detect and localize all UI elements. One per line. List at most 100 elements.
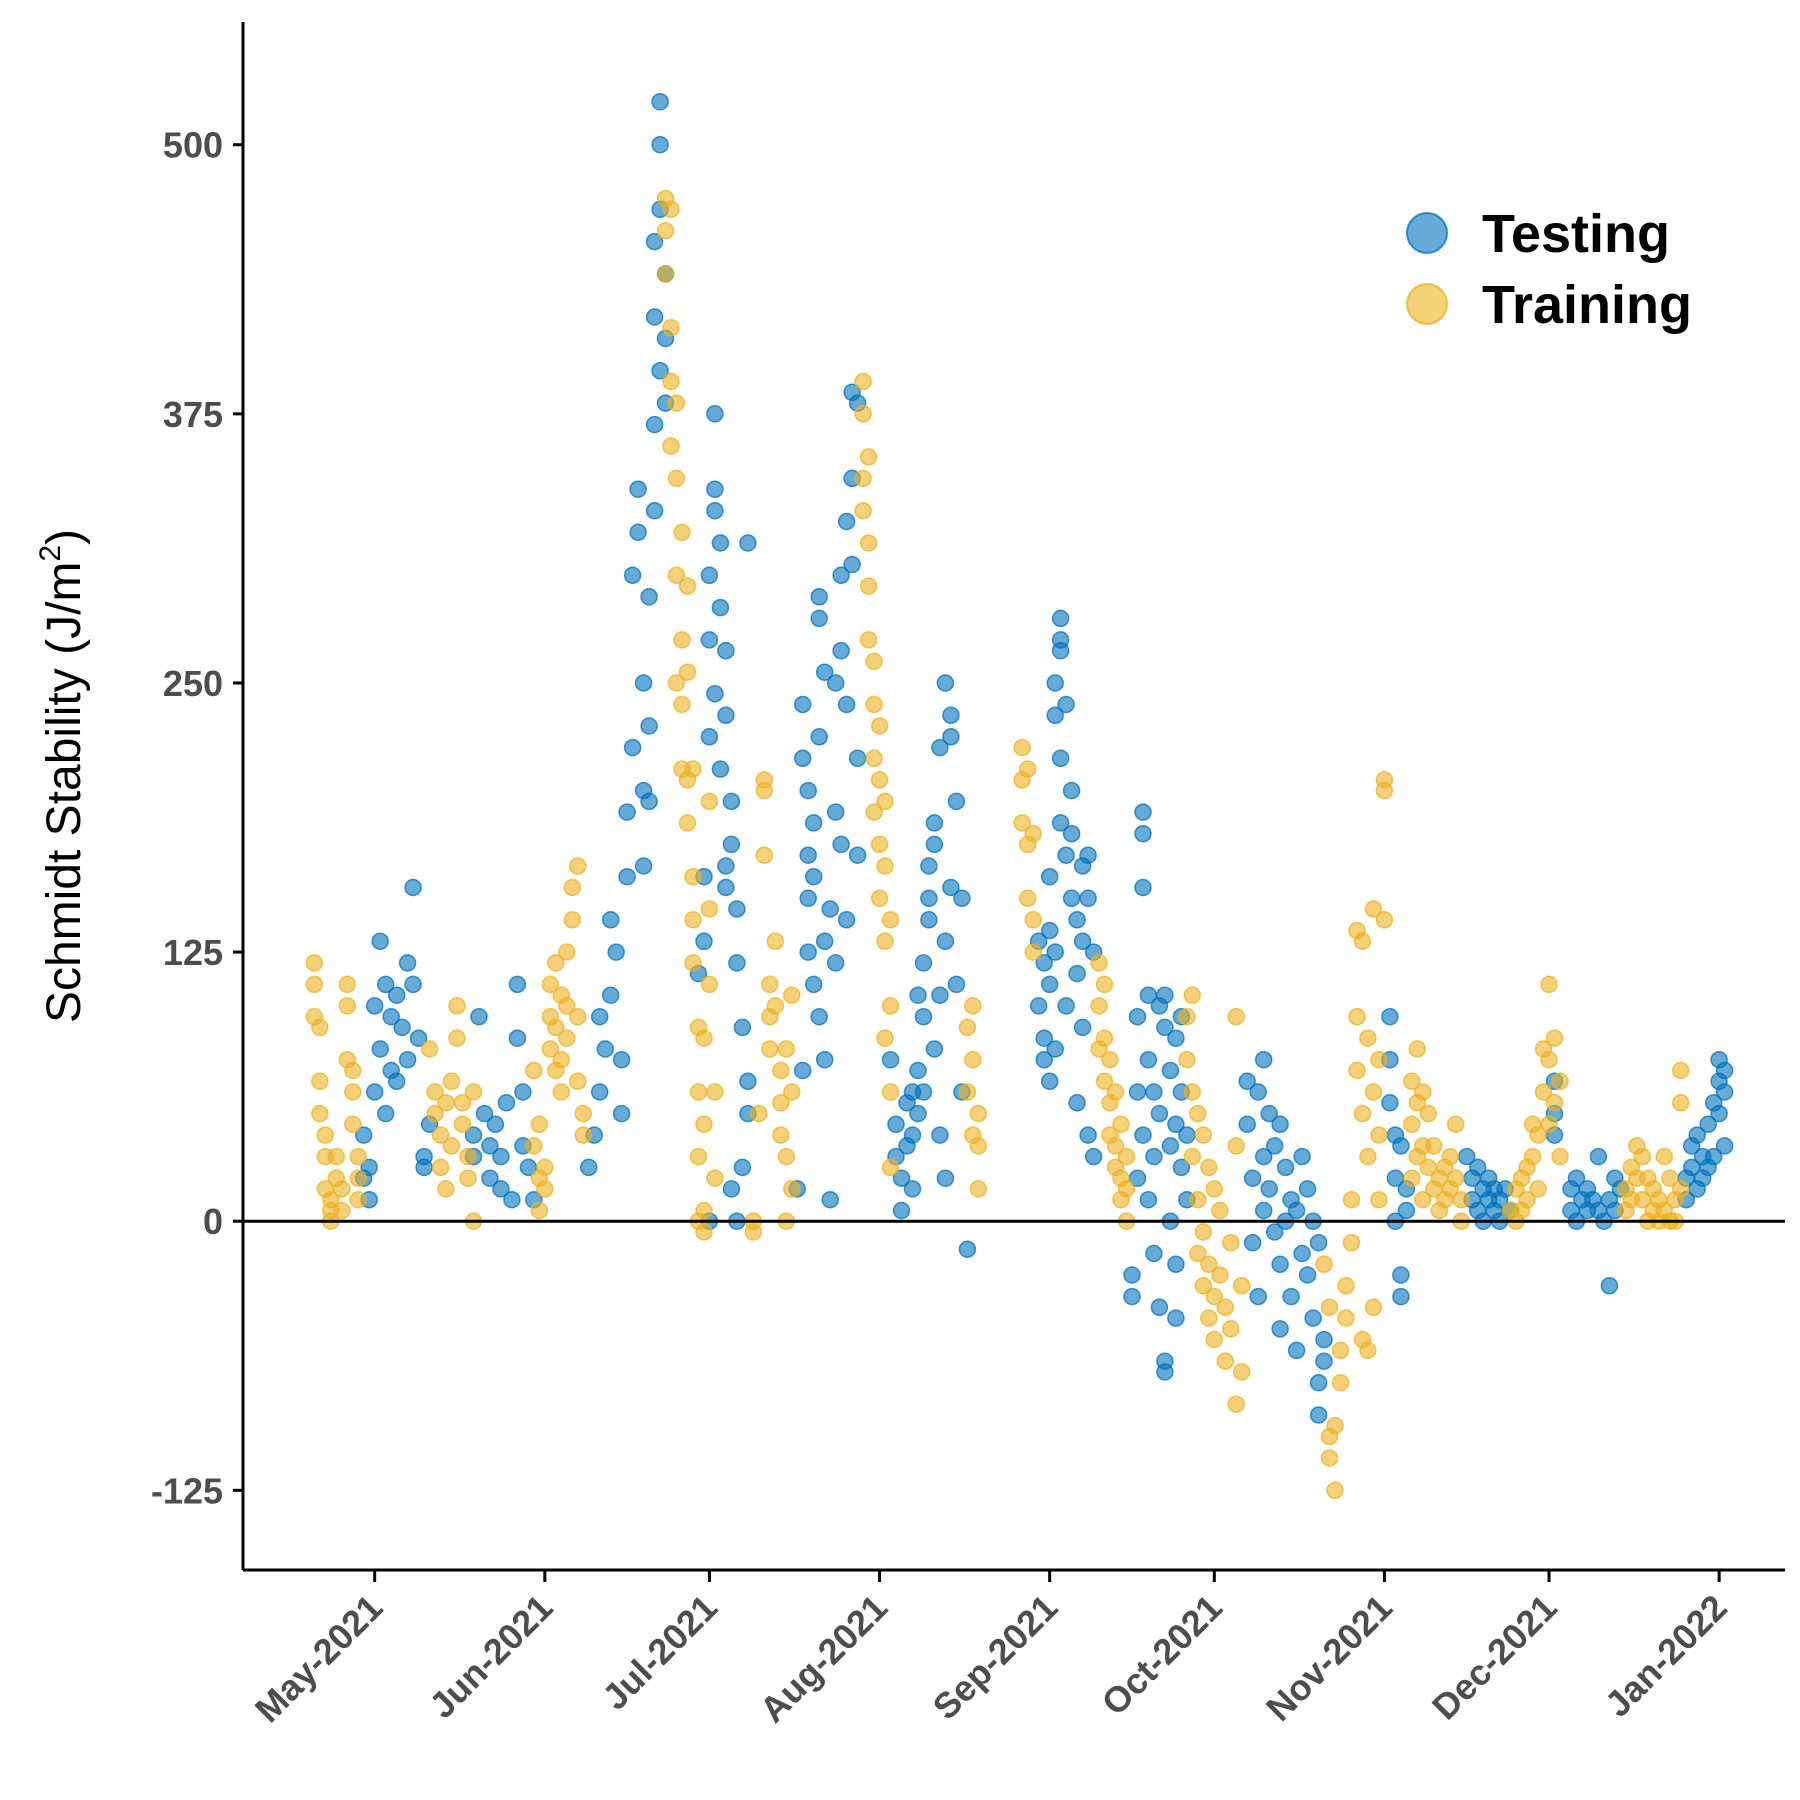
data-point — [1139, 1190, 1158, 1209]
data-point — [629, 480, 647, 498]
data-point — [772, 1061, 790, 1080]
data-point — [1189, 1190, 1207, 1209]
legend: Testing Training — [1406, 204, 1692, 335]
data-point — [311, 1018, 329, 1037]
data-point — [678, 663, 697, 681]
data-point — [1211, 1266, 1229, 1284]
data-point — [1315, 1255, 1333, 1274]
data-point — [799, 846, 817, 864]
data-point — [821, 900, 839, 918]
data-point — [305, 975, 324, 994]
data-point — [1529, 1126, 1547, 1144]
data-point — [541, 975, 560, 994]
data-point — [1156, 986, 1174, 1004]
data-point — [1035, 1029, 1053, 1047]
data-point — [1046, 706, 1064, 725]
data-point — [706, 501, 724, 520]
data-point — [398, 1050, 417, 1069]
data-point — [1298, 1266, 1317, 1284]
data-point — [1024, 824, 1042, 843]
data-point — [969, 1137, 988, 1155]
data-point — [1205, 1180, 1224, 1198]
data-point — [881, 911, 900, 929]
data-point — [431, 1126, 450, 1144]
data-point — [969, 1104, 988, 1123]
data-point — [1117, 1180, 1136, 1198]
data-point — [1106, 1083, 1125, 1101]
data-point — [1392, 1137, 1410, 1155]
data-point — [525, 1137, 543, 1155]
data-point — [832, 641, 850, 660]
data-point — [700, 792, 719, 811]
data-point — [964, 997, 982, 1015]
data-point — [947, 975, 966, 994]
data-point — [558, 943, 576, 961]
data-point — [563, 878, 582, 897]
data-point — [865, 695, 883, 714]
data-point — [909, 1104, 927, 1123]
data-point — [618, 803, 636, 821]
data-point — [404, 878, 422, 897]
data-point — [700, 975, 719, 994]
data-point — [854, 405, 872, 423]
data-point — [942, 706, 960, 725]
data-point — [931, 986, 949, 1004]
data-point — [1057, 997, 1075, 1015]
data-point — [1057, 846, 1075, 864]
y-axis-title-close: ) — [38, 529, 91, 545]
data-point — [755, 846, 774, 864]
data-point — [1051, 641, 1070, 660]
data-point — [870, 717, 889, 735]
data-point — [1035, 1050, 1053, 1069]
data-point — [958, 1018, 977, 1037]
data-point — [1370, 1190, 1388, 1209]
data-point — [1523, 1147, 1542, 1166]
data-point — [640, 792, 658, 811]
data-point — [508, 1029, 527, 1047]
data-point — [947, 792, 966, 811]
data-point — [1046, 943, 1064, 961]
data-point — [1320, 1449, 1339, 1467]
data-point — [832, 566, 850, 585]
data-point — [333, 1180, 351, 1198]
data-point — [772, 1126, 790, 1144]
data-point — [333, 1201, 351, 1220]
data-point — [492, 1180, 510, 1198]
data-point — [810, 1007, 828, 1026]
data-point — [558, 1029, 576, 1047]
data-point — [1276, 1158, 1295, 1177]
data-point — [717, 857, 735, 875]
data-point — [1145, 1083, 1163, 1101]
data-point — [920, 857, 938, 875]
data-point — [1271, 1255, 1289, 1274]
data-point — [1364, 1083, 1383, 1101]
data-point — [448, 1029, 466, 1047]
data-point — [848, 749, 867, 768]
data-point — [673, 523, 691, 542]
data-point — [662, 372, 680, 391]
data-point — [459, 1169, 477, 1187]
data-point — [1534, 1083, 1553, 1101]
data-point — [1068, 911, 1086, 929]
data-point — [365, 997, 384, 1015]
data-point — [1200, 1255, 1218, 1274]
data-point — [387, 1072, 406, 1091]
data-point — [656, 265, 675, 283]
data-point — [1540, 975, 1558, 994]
data-point — [481, 1169, 499, 1187]
data-point — [376, 1104, 395, 1123]
data-point — [1232, 1277, 1251, 1295]
data-point — [552, 1083, 571, 1101]
data-point — [344, 1061, 362, 1080]
data-point — [815, 932, 834, 951]
data-point — [376, 975, 395, 994]
data-point — [854, 501, 872, 520]
data-point — [420, 1040, 439, 1058]
data-point — [728, 954, 746, 972]
data-point — [426, 1083, 444, 1101]
data-point — [1200, 1309, 1218, 1327]
data-point — [541, 1040, 560, 1058]
data-point — [854, 469, 872, 488]
data-point — [1035, 954, 1053, 972]
data-point — [799, 889, 817, 908]
